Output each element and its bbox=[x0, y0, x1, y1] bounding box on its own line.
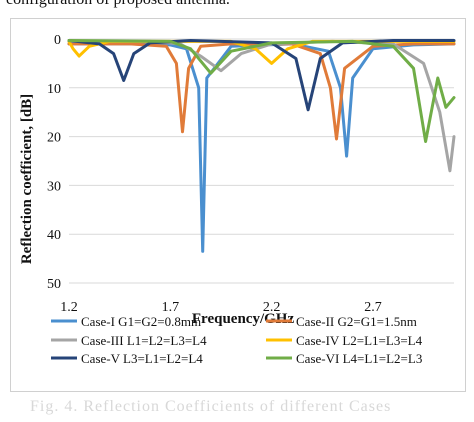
reflection-coefficient-chart: 0 10 20 30 40 50 1.2 1.7 2.2 2.7 Frequency/GHz R… bbox=[19, 33, 456, 366]
x-tick-label: 1.2 bbox=[60, 300, 78, 315]
x-tick-label: 1.7 bbox=[162, 300, 180, 315]
y-tick-label: 20 bbox=[47, 131, 61, 146]
y-tick-labels: 0 10 20 30 40 50 bbox=[47, 33, 61, 292]
y-tick-label: 50 bbox=[47, 277, 61, 292]
figure-caption-top: configuration of proposed antenna. bbox=[6, 0, 230, 9]
x-axis-title: Frequency/GHz bbox=[192, 311, 295, 327]
series-line bbox=[67, 39, 456, 143]
chart-legend: Case-I G1=G2=0.8mm Case-II G2=G1=1.5nm Cas… bbox=[51, 314, 423, 366]
series-lines bbox=[67, 39, 456, 253]
x-tick-label: 2.7 bbox=[364, 300, 382, 315]
y-tick-label: 30 bbox=[47, 179, 61, 194]
series-line bbox=[67, 42, 456, 141]
y-tick-label: 10 bbox=[47, 82, 61, 97]
legend-label: Case-II G2=G1=1.5nm bbox=[296, 314, 417, 329]
chart-gridlines bbox=[69, 38, 454, 284]
legend-label: Case-VI L4=L1=L2=L3 bbox=[296, 351, 422, 366]
y-tick-label: 0 bbox=[54, 33, 61, 48]
legend-label: Case-I G1=G2=0.8mm bbox=[81, 314, 201, 329]
figure-caption-bottom: Fig. 4. Reflection Coefficients of diffe… bbox=[30, 398, 392, 415]
x-tick-labels: 1.2 1.7 2.2 2.7 bbox=[60, 300, 381, 315]
series-line bbox=[67, 39, 456, 112]
chart-frame: 0 10 20 30 40 50 1.2 1.7 2.2 2.7 Frequency/GHz R… bbox=[10, 18, 466, 392]
legend-label: Case-V L3=L1=L2=L4 bbox=[81, 351, 203, 366]
legend-label: Case-IV L2=L1=L3=L4 bbox=[296, 333, 423, 348]
series-line bbox=[67, 39, 456, 173]
x-tick-label: 2.2 bbox=[263, 300, 281, 315]
y-tick-label: 40 bbox=[47, 228, 61, 243]
legend-label: Case-III L1=L2=L3=L4 bbox=[81, 333, 207, 348]
y-axis-title: Reflection coefficient, [dB] bbox=[19, 94, 35, 264]
